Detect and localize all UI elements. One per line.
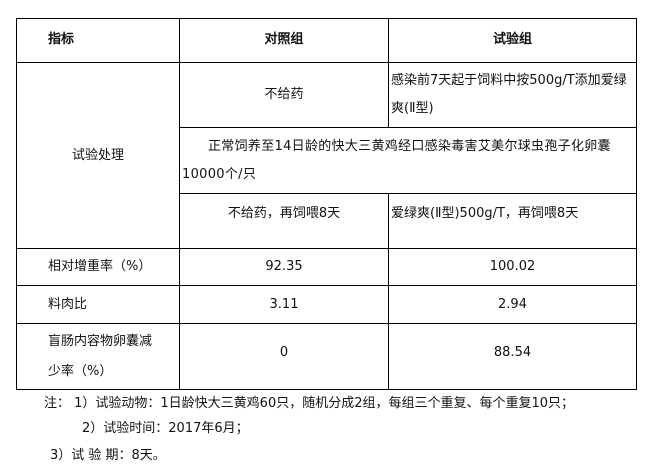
header-indicator: 指标	[48, 32, 75, 47]
control-pre-treatment: 不给药	[264, 87, 304, 102]
control-post-treatment: 不给药，再饲喂8天	[227, 206, 341, 221]
row-label: 相对增重率（%）	[48, 259, 152, 274]
row-control-value: 0	[279, 344, 289, 360]
test-pre-treatment: 感染前7天起于饲料中按500g/T添加爱绿爽(Ⅱ型)	[391, 73, 627, 116]
header-test: 试验组	[492, 32, 532, 47]
test-post-treatment: 爱绿爽(Ⅱ型)500g/T，再饲喂8天	[391, 206, 579, 221]
note-3: 3）试 验 期：8天。	[50, 448, 166, 463]
treatment-label: 试验处理	[71, 147, 124, 163]
row-test-value: 88.54	[493, 344, 532, 360]
row-label: 盲肠内容物卵囊减少率（%）	[48, 333, 153, 379]
row-test-value: 100.02	[489, 259, 536, 274]
infection-procedure: 正常饲养至14日龄的快大三黄鸡经口感染毒害艾美尔球虫孢子化卵囊10000个/只	[182, 138, 611, 182]
row-control-value: 92.35	[265, 259, 303, 274]
row-test-value: 2.94	[498, 296, 527, 312]
row-label: 料肉比	[48, 296, 88, 312]
note-2: 2）试验时间：2017年6月；	[82, 421, 249, 436]
header-control: 对照组	[264, 32, 304, 47]
note-1: 注： 1）试验动物：1日龄快大三黄鸡60只，随机分成2组，每组三个重复、每个重复…	[44, 396, 575, 411]
row-control-value: 3.11	[269, 296, 299, 312]
